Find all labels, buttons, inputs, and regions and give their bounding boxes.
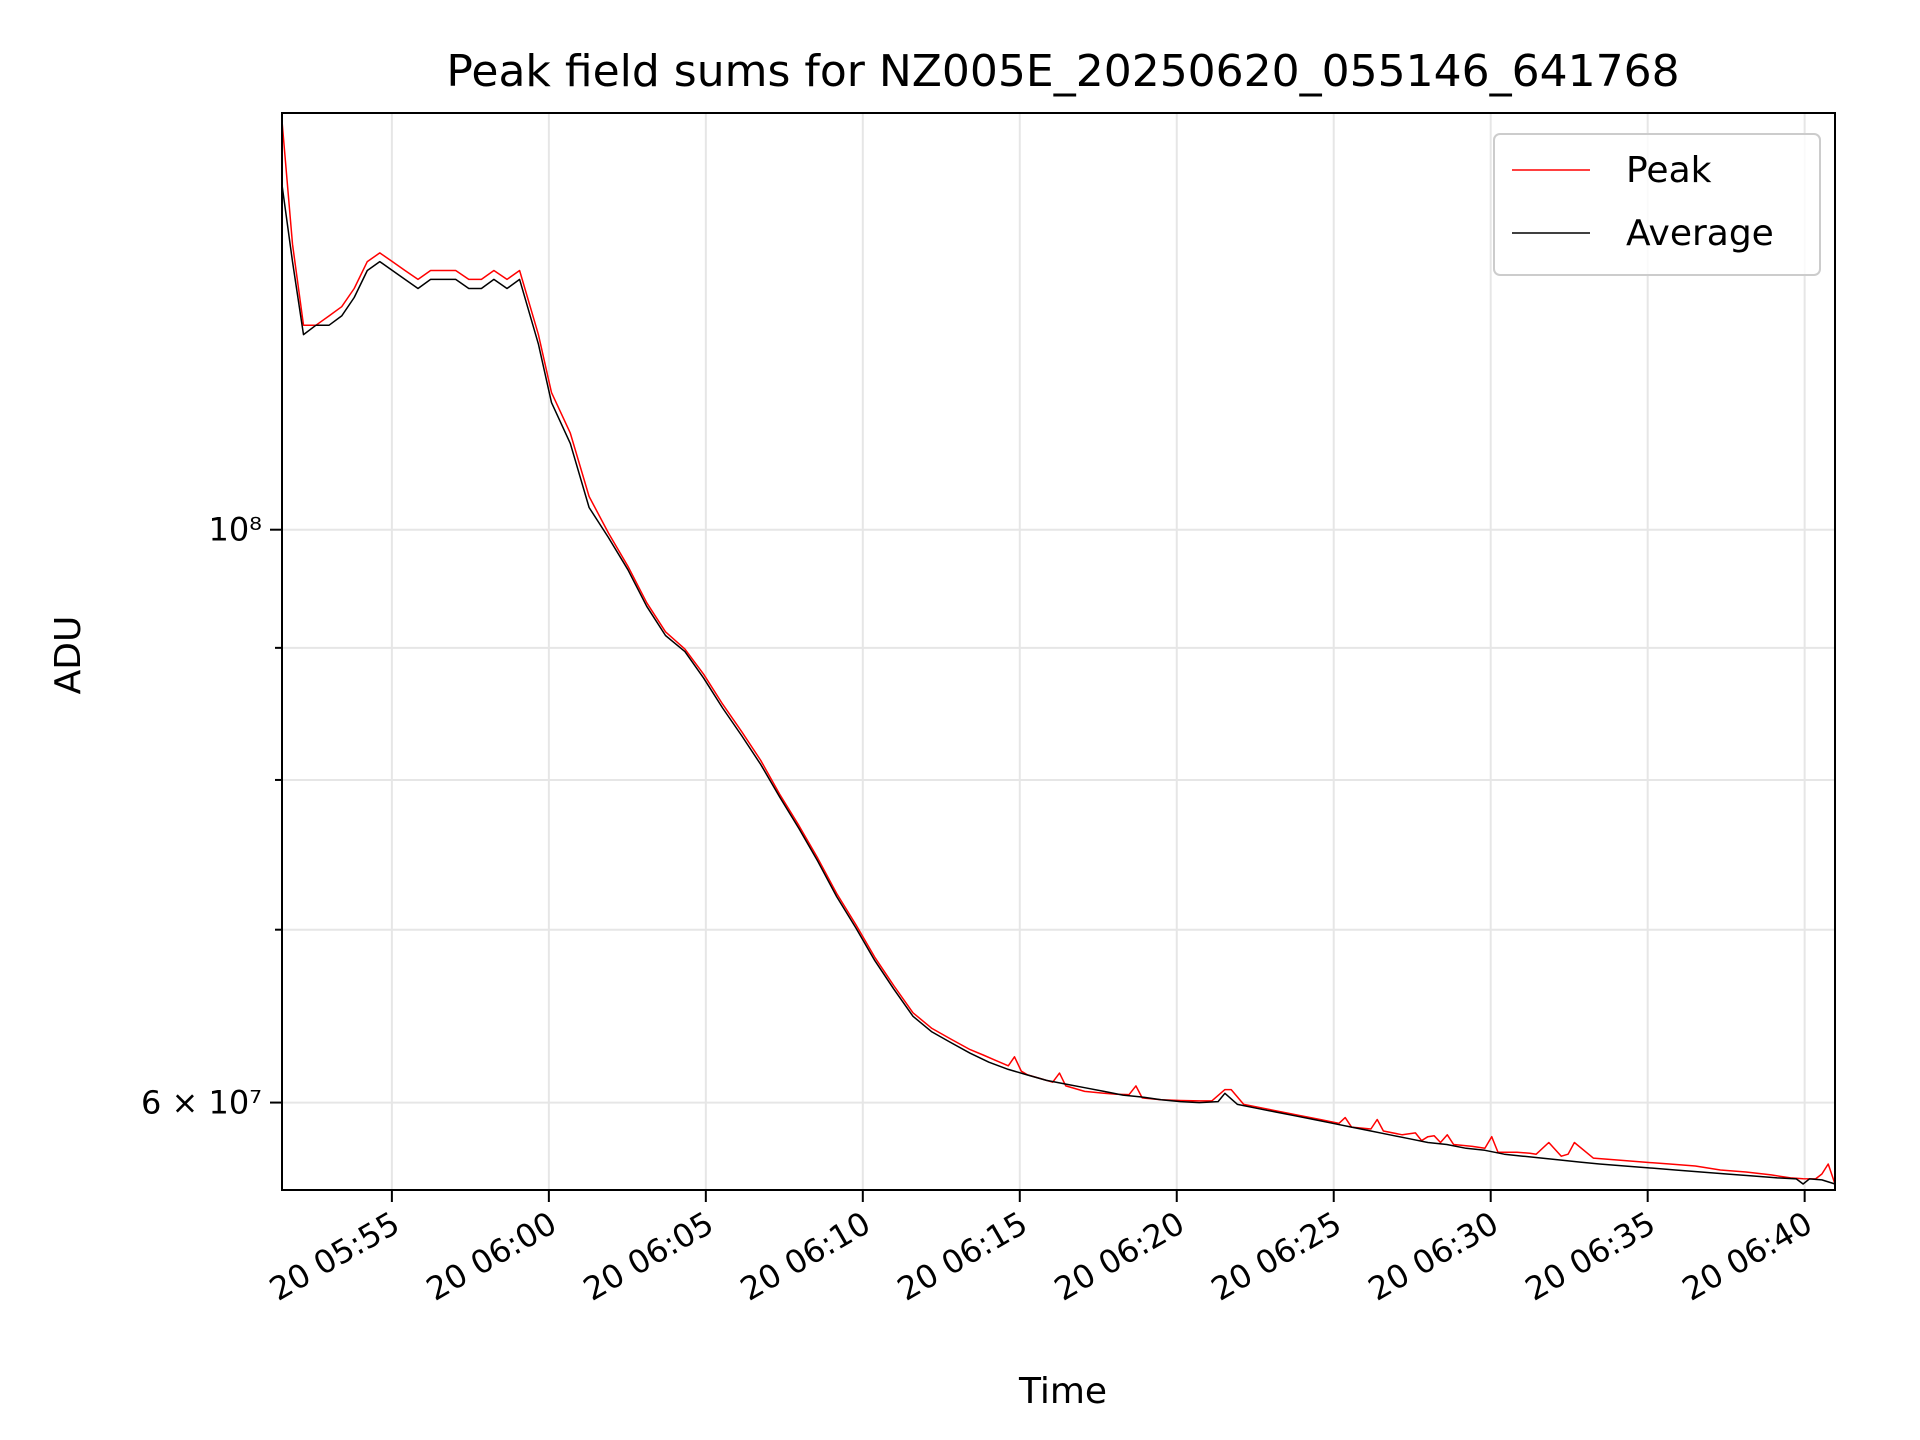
x-tick-label: 20 06:40 — [1676, 1204, 1819, 1308]
series-line-average — [281, 184, 1836, 1185]
y-tick-label: 6 × 10⁷ — [141, 1084, 262, 1122]
y-tick-label: 10⁸ — [208, 511, 262, 549]
legend-label-average: Average — [1626, 213, 1774, 254]
gridlines — [282, 113, 1835, 1190]
series-line-peak — [281, 120, 1836, 1185]
legend: Peak Average — [1493, 133, 1821, 276]
x-tick-label: 20 06:20 — [1048, 1204, 1191, 1308]
x-tick-label: 20 06:30 — [1362, 1204, 1505, 1308]
x-axis-label: Time — [1018, 1371, 1107, 1412]
legend-label-peak: Peak — [1626, 150, 1712, 191]
x-tick-label: 20 06:25 — [1205, 1204, 1348, 1308]
series-lines — [281, 120, 1836, 1185]
plot-area-frame — [281, 112, 1836, 1191]
axis-ticks — [270, 528, 1806, 1202]
x-tick-label: 20 06:35 — [1519, 1204, 1662, 1308]
x-tick-label: 20 06:00 — [420, 1204, 563, 1308]
x-tick-label: 20 05:55 — [263, 1204, 406, 1308]
x-tick-label: 20 06:10 — [734, 1204, 877, 1308]
chart-title: Peak field sums for NZ005E_20250620_0551… — [446, 46, 1679, 97]
x-tick-label: 20 06:15 — [891, 1204, 1034, 1308]
y-axis-label: ADU — [48, 616, 89, 695]
x-tick-label: 20 06:05 — [577, 1204, 720, 1308]
